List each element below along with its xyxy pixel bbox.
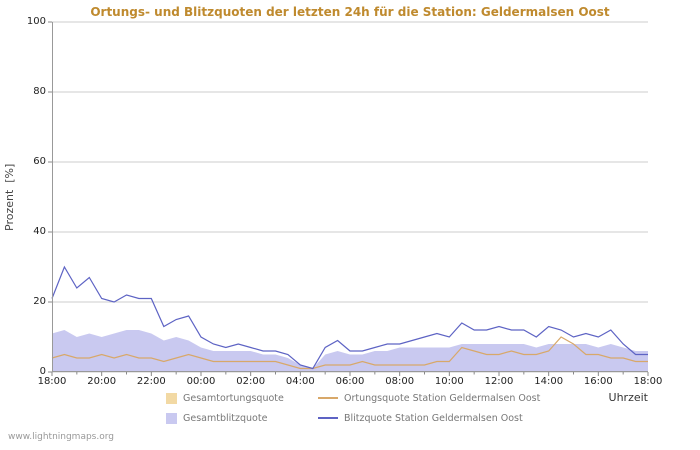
legend-label: Blitzquote Station Geldermalsen Oost xyxy=(344,412,523,424)
x-tick-label: 16:00 xyxy=(583,376,613,387)
legend-swatch-blitzquote-station xyxy=(318,417,338,419)
x-tick-label: 10:00 xyxy=(434,376,464,387)
y-tick-label: 100 xyxy=(26,16,46,27)
y-tick-label: 80 xyxy=(33,86,46,97)
legend-item-ortungsquote-station: Ortungsquote Station Geldermalsen Oost xyxy=(318,393,540,404)
x-tick-label: 22:00 xyxy=(136,376,166,387)
legend-row: Gesamtblitzquote Blitzquote Station Geld… xyxy=(166,408,540,428)
y-tick-label: 60 xyxy=(33,156,46,167)
x-tick-label: 02:00 xyxy=(236,376,266,387)
legend-swatch-ortungsquote-station xyxy=(318,397,338,399)
x-tick-label: 04:00 xyxy=(285,376,315,387)
legend-label: Gesamtblitzquote xyxy=(183,412,268,424)
y-tick-label: 20 xyxy=(33,296,46,307)
legend-label: Gesamtortungsquote xyxy=(183,392,284,404)
y-axis-label: Prozent [%] xyxy=(3,163,16,231)
legend-item-gesamtblitzquote: Gesamtblitzquote xyxy=(166,412,318,424)
legend-row: Gesamtortungsquote Ortungsquote Station … xyxy=(166,388,540,408)
watermark: www.lightningmaps.org xyxy=(8,432,114,442)
y-tick-label: 0 xyxy=(39,366,46,377)
x-tick-label: 12:00 xyxy=(484,376,514,387)
x-axis-label: Uhrzeit xyxy=(608,391,648,404)
legend-item-blitzquote-station: Blitzquote Station Geldermalsen Oost xyxy=(318,413,523,424)
y-tick-label: 40 xyxy=(33,226,46,237)
x-tick-label: 06:00 xyxy=(335,376,365,387)
x-tick-label: 20:00 xyxy=(87,376,117,387)
legend-label: Ortungsquote Station Geldermalsen Oost xyxy=(344,392,541,404)
x-tick-label: 14:00 xyxy=(534,376,564,387)
plot-area xyxy=(48,21,649,376)
x-tick-label: 00:00 xyxy=(186,376,216,387)
legend-swatch-gesamtblitzquote xyxy=(166,412,177,424)
x-tick-label: 08:00 xyxy=(385,376,415,387)
legend-swatch-gesamtortungsquote xyxy=(166,392,177,404)
legend: Gesamtortungsquote Ortungsquote Station … xyxy=(166,388,540,428)
legend-item-gesamtortungsquote: Gesamtortungsquote xyxy=(166,392,318,404)
x-tick-label: 18:00 xyxy=(37,376,67,387)
x-tick-label: 18:00 xyxy=(633,376,663,387)
chart-title: Ortungs- und Blitzquoten der letzten 24h… xyxy=(90,5,610,19)
